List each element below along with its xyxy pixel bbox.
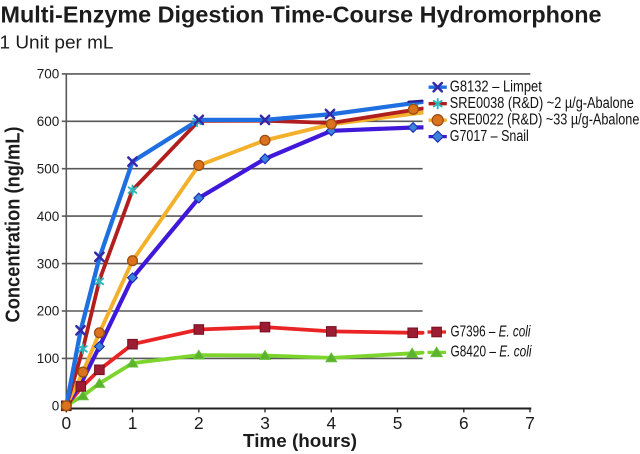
svg-text:100: 100 [37,351,60,366]
svg-text:600: 600 [37,114,60,129]
svg-text:SRE0022 (R&D) ~33 µ/g-Abalone: SRE0022 (R&D) ~33 µ/g-Abalone [449,112,639,129]
svg-text:0: 0 [52,399,60,414]
svg-text:700: 700 [37,67,60,82]
svg-text:G8132 – Limpet: G8132 – Limpet [450,79,543,96]
svg-text:SRE0038 (R&D) ~2 µ/g-Abalone: SRE0038 (R&D) ~2 µ/g-Abalone [450,95,634,112]
svg-text:Multi-Enzyme Digestion Time-Co: Multi-Enzyme Digestion Time-Course Hydro… [1,2,602,28]
svg-text:4: 4 [326,413,336,433]
svg-text:G7396 – E. coli: G7396 – E. coli [451,324,531,341]
svg-text:3: 3 [260,413,270,433]
svg-text:0: 0 [61,413,71,433]
svg-text:2: 2 [194,413,204,433]
svg-text:200: 200 [37,304,60,319]
svg-text:Time (hours): Time (hours) [243,431,357,451]
svg-text:300: 300 [37,256,60,271]
svg-text:400: 400 [37,209,60,224]
svg-text:G8420 – E. coli: G8420 – E. coli [451,344,532,361]
svg-text:5: 5 [393,413,403,433]
svg-text:G7017 – Snail: G7017 – Snail [450,128,529,145]
svg-text:6: 6 [459,413,469,433]
svg-text:1: 1 [128,413,138,433]
svg-text:500: 500 [37,161,60,176]
svg-text:1 Unit per mL: 1 Unit per mL [0,33,114,53]
svg-text:7: 7 [525,413,535,433]
svg-text:Concentration (ng/mL): Concentration (ng/mL) [3,127,25,323]
